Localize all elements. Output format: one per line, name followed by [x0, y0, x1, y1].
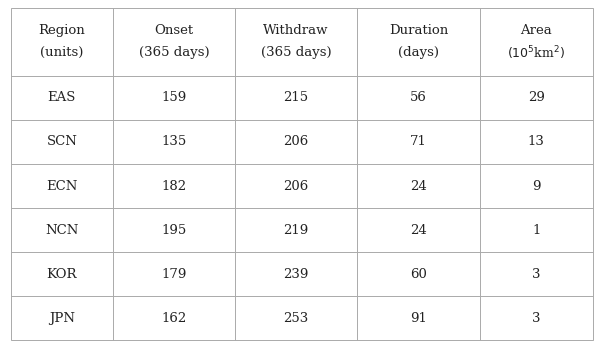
Text: 91: 91 [410, 312, 427, 325]
Text: 24: 24 [410, 180, 427, 192]
Text: EAS: EAS [48, 92, 76, 104]
Text: 195: 195 [161, 224, 187, 237]
Text: 179: 179 [161, 268, 187, 281]
Text: (days): (days) [398, 46, 439, 60]
Text: KOR: KOR [47, 268, 77, 281]
Text: (units): (units) [40, 46, 83, 60]
Text: JPN: JPN [49, 312, 75, 325]
Text: 206: 206 [283, 135, 309, 149]
Text: 215: 215 [284, 92, 309, 104]
Text: 56: 56 [410, 92, 427, 104]
Text: 182: 182 [161, 180, 187, 192]
Text: 60: 60 [410, 268, 427, 281]
Text: NCN: NCN [45, 224, 79, 237]
Text: 1: 1 [532, 224, 541, 237]
Text: 71: 71 [410, 135, 427, 149]
Text: ECN: ECN [46, 180, 77, 192]
Text: 162: 162 [161, 312, 187, 325]
Text: SCN: SCN [47, 135, 77, 149]
Text: Region: Region [39, 24, 85, 37]
Text: 13: 13 [528, 135, 545, 149]
Text: 159: 159 [161, 92, 187, 104]
Text: $(10^{5}$km$^{2})$: $(10^{5}$km$^{2})$ [507, 44, 565, 62]
Text: 135: 135 [161, 135, 187, 149]
Text: 206: 206 [283, 180, 309, 192]
Text: Area: Area [521, 24, 552, 37]
Text: 9: 9 [532, 180, 541, 192]
Text: Onset: Onset [155, 24, 193, 37]
Text: Duration: Duration [389, 24, 448, 37]
Text: (365 days): (365 days) [261, 46, 332, 60]
Text: 24: 24 [410, 224, 427, 237]
Text: Withdraw: Withdraw [263, 24, 329, 37]
Text: 239: 239 [283, 268, 309, 281]
Text: 29: 29 [528, 92, 545, 104]
Text: 219: 219 [283, 224, 309, 237]
Text: 3: 3 [532, 268, 541, 281]
Text: 3: 3 [532, 312, 541, 325]
Text: 253: 253 [283, 312, 309, 325]
Text: (365 days): (365 days) [138, 46, 209, 60]
